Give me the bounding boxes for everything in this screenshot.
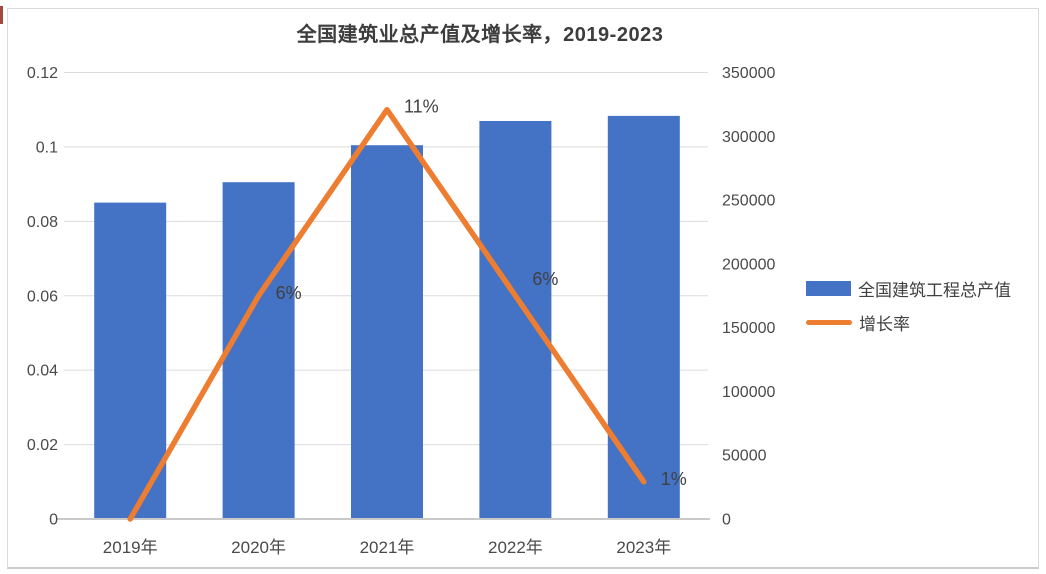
x-category-label: 2021年	[360, 538, 415, 557]
legend-label: 全国建筑工程总产值	[858, 281, 1011, 300]
right-tick-label: 200000	[722, 256, 775, 273]
right-tick-label: 0	[722, 512, 731, 529]
point-label: 1%	[661, 469, 687, 489]
data-labels: 6% 11% 6% 1%	[276, 97, 687, 489]
x-category-label: 2019年	[103, 538, 158, 557]
point-label: 11%	[404, 97, 439, 117]
legend-line-swatch	[806, 320, 852, 325]
left-axis-ticks: 0.12 0.1 0.08 0.06 0.04 0.02 0	[27, 65, 58, 529]
chart-legend: 全国建筑工程总产值 增长率	[806, 276, 1011, 335]
legend-rect-swatch	[806, 281, 851, 296]
left-tick-label: 0.08	[27, 214, 58, 231]
point-label: 6%	[532, 269, 558, 289]
legend-item: 增长率	[806, 310, 1011, 335]
left-tick-label: 0.1	[36, 139, 58, 156]
growth-rate-line	[127, 106, 647, 522]
right-tick-label: 50000	[722, 448, 767, 465]
left-tick-label: 0.04	[27, 363, 58, 380]
bar-2021年	[351, 145, 423, 520]
left-tick-label: 0.06	[27, 288, 58, 305]
point-label: 6%	[276, 283, 302, 303]
right-tick-label: 100000	[722, 384, 775, 401]
left-tick-label: 0	[49, 512, 58, 529]
right-tick-label: 250000	[722, 193, 775, 210]
bar-2020年	[222, 182, 295, 519]
x-category-label: 2022年	[488, 538, 543, 557]
x-category-label: 2023年	[616, 538, 671, 557]
bar-series	[94, 115, 680, 520]
x-category-label: 2020年	[231, 538, 286, 557]
left-edge-accent-mark	[0, 6, 3, 24]
right-tick-label: 300000	[722, 129, 775, 146]
bar-2023年	[607, 115, 680, 520]
x-axis-labels: 2019年 2020年 2021年 2022年 2023年	[103, 538, 671, 557]
right-tick-label: 150000	[722, 320, 775, 337]
left-tick-label: 0.02	[27, 437, 58, 454]
legend-item: 全国建筑工程总产值	[806, 276, 1011, 301]
right-axis-ticks: 350000 300000 250000 200000 150000 100000 5000…	[722, 65, 775, 529]
legend-label: 增长率	[859, 315, 910, 334]
left-tick-label: 0.12	[27, 65, 58, 82]
bar-2019年	[94, 202, 167, 519]
chart-title: 全国建筑业总产值及增长率，2019-2023	[296, 24, 664, 46]
bar-2022年	[479, 120, 552, 519]
right-tick-label: 350000	[722, 65, 775, 82]
